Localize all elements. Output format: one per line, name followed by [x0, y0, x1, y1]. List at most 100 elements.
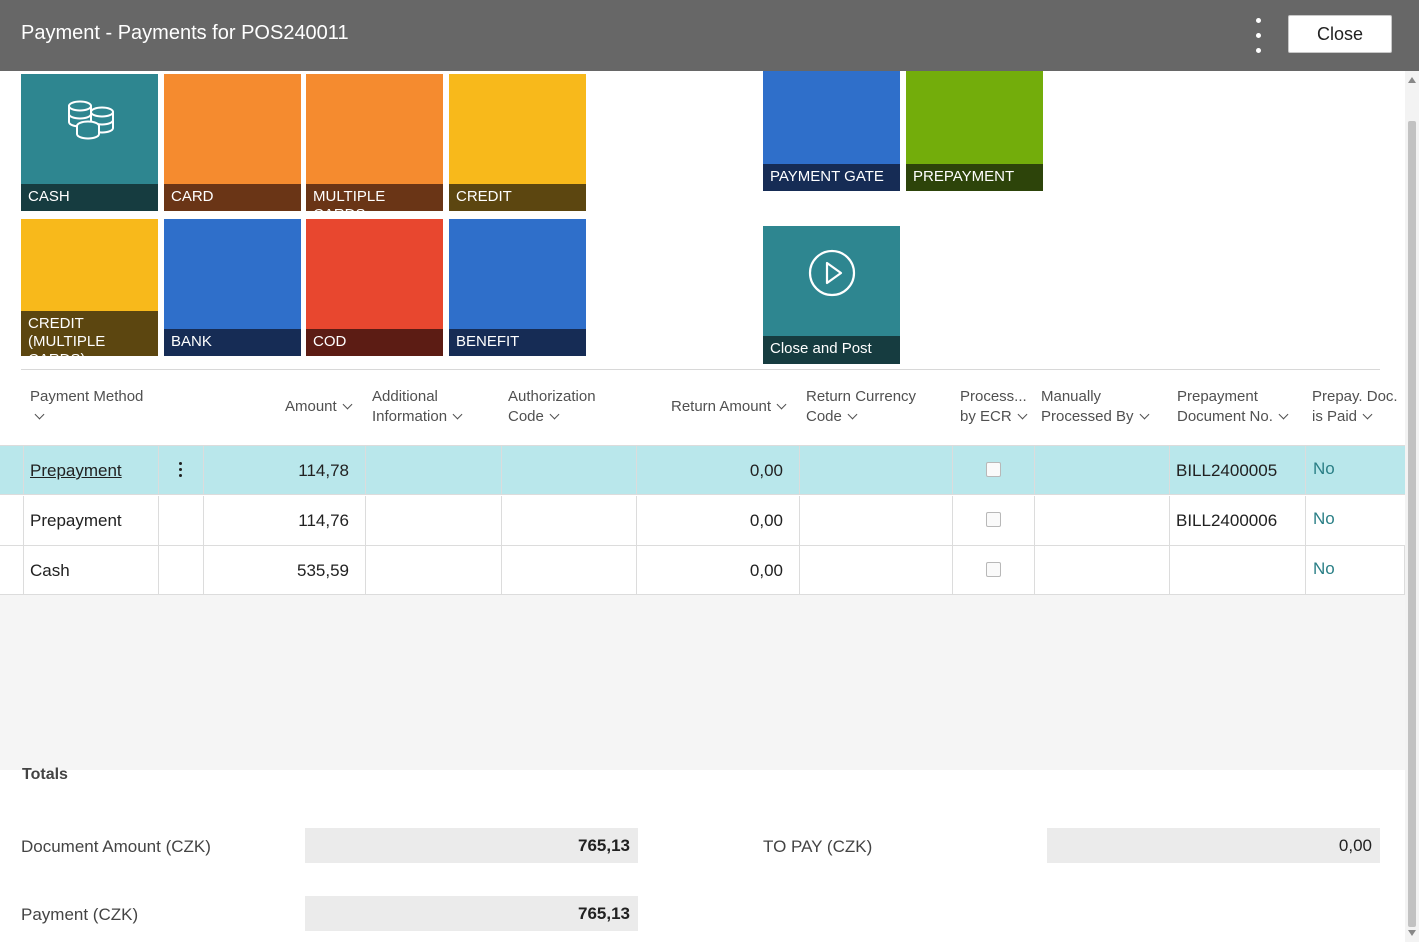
scroll-down-icon[interactable] — [1408, 930, 1416, 936]
more-options-icon[interactable] — [1246, 16, 1270, 56]
amount-value: 114,76 — [298, 511, 349, 530]
tile-label: BANK — [164, 329, 301, 356]
return-amount-value: 0,00 — [749, 461, 783, 480]
cell-authorization-code[interactable] — [501, 446, 637, 494]
cell-return-currency-code[interactable] — [799, 496, 953, 545]
cell-payment-method[interactable]: Cash — [23, 546, 159, 594]
chevron-down-icon — [1139, 409, 1149, 420]
cell-payment-method[interactable]: Prepayment — [23, 496, 159, 545]
chevron-down-icon — [1017, 409, 1028, 420]
tile-label: BENEFIT — [449, 329, 586, 356]
tile-credit[interactable]: CREDIT — [449, 74, 586, 211]
cell-amount[interactable]: 114,76 — [203, 496, 366, 545]
table-row[interactable]: Cash 535,59 0,00 No — [0, 546, 1405, 595]
tile-cod[interactable]: COD — [306, 219, 443, 356]
page-title: Payment - Payments for POS240011 — [21, 22, 349, 44]
cell-prepay-doc-is-paid: No — [1305, 446, 1405, 494]
column-header-amount[interactable]: Amount — [285, 397, 353, 417]
cell-return-amount[interactable]: 0,00 — [636, 446, 800, 494]
coins-icon — [68, 100, 114, 140]
header-line-2: Processed By — [1041, 408, 1134, 425]
payment-value: 765,13 — [578, 904, 630, 923]
tile-label: PREPAYMENT — [906, 164, 1043, 191]
cell-additional-information[interactable] — [365, 546, 502, 594]
cell-manually-processed-by[interactable] — [1034, 546, 1170, 594]
column-header-manually-processed-by[interactable]: Manually Processed By — [1041, 387, 1149, 427]
cell-amount[interactable]: 114,78 — [203, 446, 366, 494]
cell-additional-information[interactable] — [365, 446, 502, 494]
tile-payment-gate[interactable]: PAYMENT GATE — [763, 71, 900, 191]
cell-row-actions[interactable] — [158, 546, 204, 594]
cell-return-currency-code[interactable] — [799, 546, 953, 594]
tile-label: CREDIT (MULTIPLE CARDS) — [21, 311, 158, 356]
tile-cash[interactable]: CASH — [21, 74, 158, 211]
tile-card[interactable]: CARD — [164, 74, 301, 211]
cell-additional-information[interactable] — [365, 496, 502, 545]
document-amount-value: 765,13 — [578, 836, 630, 855]
prepay-doc-is-paid-link[interactable]: No — [1313, 559, 1335, 578]
cell-prepayment-document-no[interactable]: BILL2400005 — [1169, 446, 1306, 494]
cell-prepayment-document-no[interactable]: BILL2400006 — [1169, 496, 1306, 545]
cell-payment-method[interactable]: Prepayment — [23, 446, 159, 494]
header-line-2: Document No. — [1177, 408, 1273, 425]
column-header-prepay-doc-is-paid[interactable]: Prepay. Doc. is Paid — [1312, 387, 1398, 427]
cell-authorization-code[interactable] — [501, 496, 637, 545]
payment-label: Payment (CZK) — [21, 905, 139, 924]
cell-processed-by-ecr — [952, 496, 1035, 545]
payment-method-link[interactable]: Prepayment — [30, 461, 122, 480]
prepay-doc-is-paid-link[interactable]: No — [1313, 459, 1335, 478]
column-header-processed-by-ecr[interactable]: Process... by ECR — [960, 387, 1028, 427]
header-line-1: Payment Method — [30, 388, 144, 405]
cell-prepayment-document-no[interactable] — [1169, 546, 1306, 594]
row-actions-icon[interactable] — [179, 460, 183, 480]
table-row[interactable]: Prepayment 114,78 0,00 BILL2400005 No — [0, 445, 1405, 495]
processed-by-ecr-checkbox[interactable] — [986, 512, 1001, 527]
scroll-up-icon[interactable] — [1408, 77, 1416, 83]
close-button[interactable]: Close — [1288, 15, 1392, 53]
scrollbar-thumb[interactable] — [1408, 121, 1416, 927]
processed-by-ecr-checkbox[interactable] — [986, 462, 1001, 477]
cell-amount[interactable]: 535,59 — [203, 546, 366, 594]
column-header-prepayment-document-no[interactable]: Prepayment Document No. — [1177, 387, 1289, 427]
grid-empty-area — [0, 595, 1405, 770]
cell-return-amount[interactable]: 0,00 — [636, 496, 800, 545]
to-pay-field: 0,00 — [1047, 828, 1380, 863]
prepayment-document-no-value: BILL2400006 — [1176, 511, 1278, 530]
cell-manually-processed-by[interactable] — [1034, 496, 1170, 545]
play-circle-icon — [808, 249, 856, 297]
header-line-1: Authorization — [508, 388, 596, 405]
return-amount-value: 0,00 — [749, 511, 783, 530]
chevron-down-icon — [342, 399, 353, 410]
vertical-scrollbar[interactable] — [1405, 71, 1419, 942]
totals-caption: Totals — [22, 766, 68, 783]
prepay-doc-is-paid-link[interactable]: No — [1313, 509, 1335, 528]
table-row[interactable]: Prepayment 114,76 0,00 BILL2400006 No — [0, 496, 1405, 546]
chevron-down-icon — [1278, 409, 1289, 420]
column-header-return-currency-code[interactable]: Return Currency Code — [806, 387, 916, 427]
return-amount-value: 0,00 — [749, 561, 783, 580]
tile-multiple-cards[interactable]: MULTIPLE CARDS — [306, 74, 443, 211]
tile-credit-multiple-cards[interactable]: CREDIT (MULTIPLE CARDS) — [21, 219, 158, 356]
tile-bank[interactable]: BANK — [164, 219, 301, 356]
cell-manually-processed-by[interactable] — [1034, 446, 1170, 494]
column-header-payment-method[interactable]: Payment Method — [30, 387, 143, 427]
cell-row-actions[interactable] — [158, 496, 204, 545]
payment-method-value: Cash — [30, 561, 70, 580]
document-amount-field: 765,13 — [305, 828, 638, 863]
column-header-return-amount[interactable]: Return Amount — [671, 397, 787, 417]
title-bar: Payment - Payments for POS240011 Close — [0, 0, 1419, 71]
tile-prepayment[interactable]: PREPAYMENT — [906, 71, 1043, 191]
header-label: Amount — [285, 398, 337, 415]
cell-row-actions[interactable] — [158, 446, 204, 494]
cell-return-currency-code[interactable] — [799, 446, 953, 494]
chevron-down-icon — [776, 399, 787, 410]
tile-close-and-post[interactable]: Close and Post — [763, 226, 900, 364]
processed-by-ecr-checkbox[interactable] — [986, 562, 1001, 577]
document-amount-label: Document Amount (CZK) — [21, 837, 211, 856]
cell-authorization-code[interactable] — [501, 546, 637, 594]
column-header-authorization-code[interactable]: Authorization Code — [508, 387, 596, 427]
tile-benefit[interactable]: BENEFIT — [449, 219, 586, 356]
cell-return-amount[interactable]: 0,00 — [636, 546, 800, 594]
header-label: Return Amount — [671, 398, 772, 415]
column-header-additional-information[interactable]: Additional Information — [372, 387, 463, 427]
